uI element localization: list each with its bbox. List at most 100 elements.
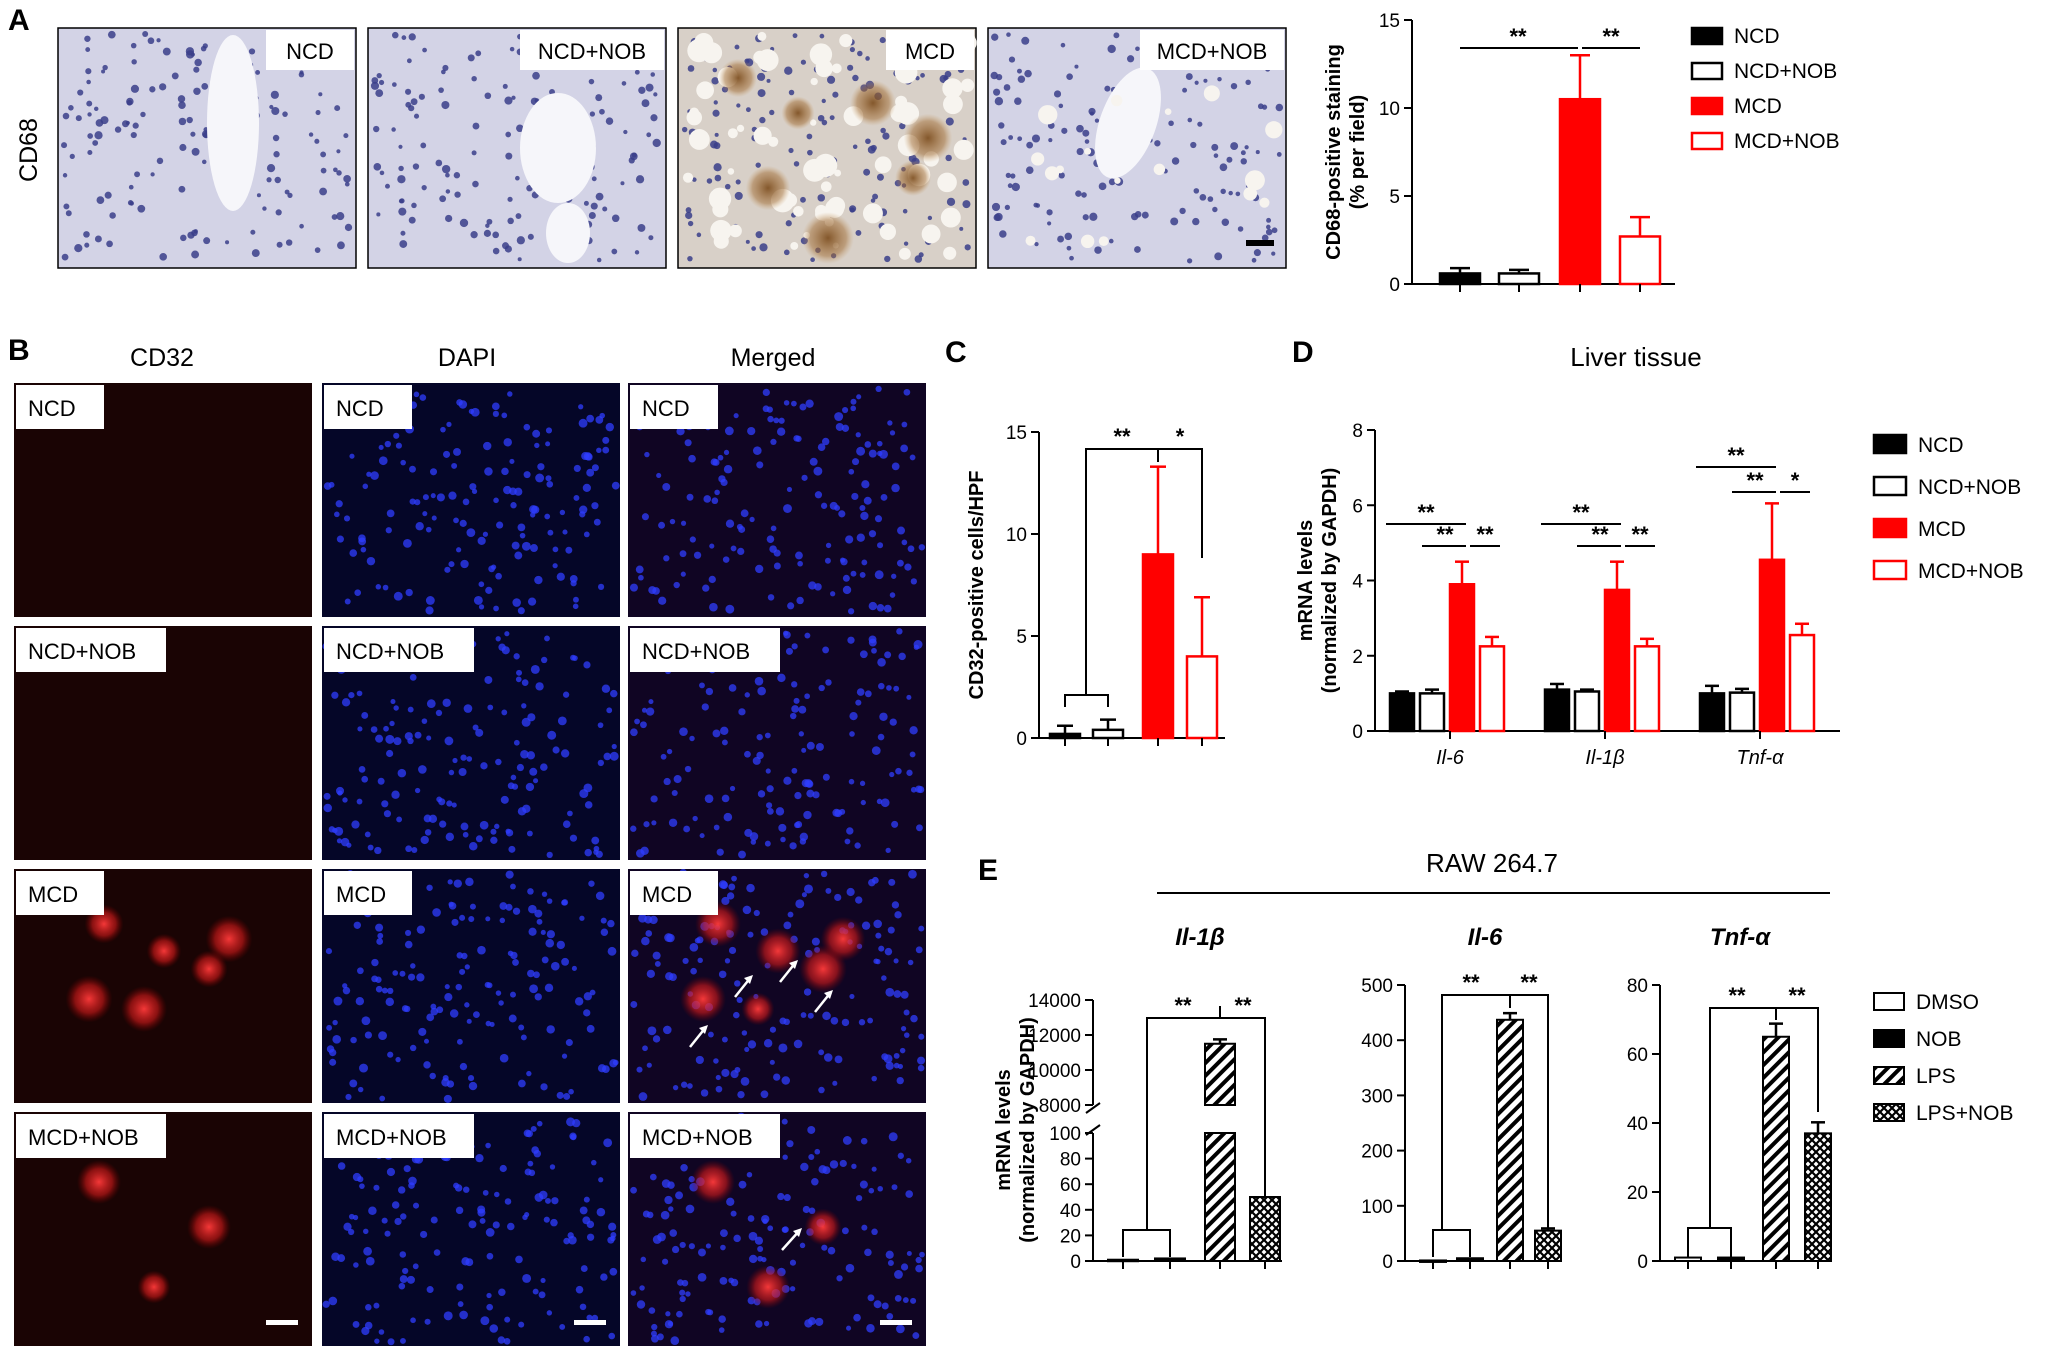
nucleus (832, 91, 839, 98)
bar (1698, 692, 1726, 733)
nucleus (1199, 193, 1207, 201)
nucleus (361, 711, 369, 719)
nucleus (824, 557, 831, 564)
nucleus (466, 756, 473, 762)
nucleus (886, 1312, 894, 1320)
nucleus (511, 95, 516, 100)
nucleus (621, 81, 627, 86)
nucleus (466, 528, 476, 538)
nucleus (520, 749, 529, 759)
nucleus (381, 800, 389, 808)
vacuole (753, 50, 767, 65)
nucleus (513, 653, 520, 660)
nucleus (150, 172, 155, 177)
vacuole (942, 78, 963, 99)
nucleus (77, 89, 84, 96)
nucleus (861, 1224, 868, 1231)
nucleus (505, 870, 514, 879)
vacuole (1203, 85, 1220, 102)
nucleus (352, 1320, 360, 1328)
nucleus (472, 180, 479, 188)
nucleus (386, 509, 395, 518)
nucleus (507, 217, 514, 225)
nucleus (435, 159, 443, 167)
nucleus (535, 473, 545, 483)
nucleus (384, 1230, 391, 1237)
nucleus (1228, 190, 1233, 196)
nucleus (783, 776, 792, 785)
nucleus (1211, 143, 1219, 151)
nucleus (314, 138, 320, 144)
nucleus (341, 698, 351, 707)
nucleus (694, 937, 701, 944)
nucleus (391, 127, 396, 132)
nucleus (1031, 134, 1041, 143)
nucleus (741, 1030, 748, 1036)
nucleus (1141, 211, 1149, 219)
nucleus (344, 598, 351, 605)
y-tick-label: 5 (1016, 627, 1027, 648)
nucleus (424, 829, 432, 836)
nucleus (804, 884, 813, 894)
nucleus (630, 1001, 638, 1008)
legend-item: NOB (1873, 1028, 1962, 1051)
nucleus (499, 1053, 509, 1063)
nucleus (915, 946, 923, 954)
nucleus (591, 1314, 599, 1322)
nucleus (851, 1163, 857, 1169)
nucleus (786, 1140, 794, 1148)
nucleus (919, 1251, 925, 1258)
nucleus (557, 716, 567, 726)
cd68-positive-cluster (895, 160, 931, 196)
nucleus (631, 949, 639, 958)
nucleus (738, 708, 746, 716)
nucleus (673, 775, 682, 784)
nucleus (709, 543, 715, 549)
significance-marker: * (1176, 424, 1185, 449)
bar (1543, 688, 1571, 733)
nucleus (903, 1032, 910, 1038)
nucleus (1081, 192, 1087, 198)
nucleus (832, 808, 841, 817)
nucleus (546, 1025, 555, 1034)
bar (1728, 691, 1756, 733)
nucleus (630, 825, 637, 832)
nucleus (1108, 178, 1116, 186)
bar (1185, 655, 1219, 740)
nucleus (530, 544, 538, 552)
nucleus (426, 1013, 435, 1022)
nucleus (690, 967, 697, 975)
nucleus (867, 1017, 874, 1024)
nucleus (274, 176, 281, 184)
bar (1456, 1257, 1484, 1262)
nucleus (464, 1002, 470, 1008)
nucleus (408, 33, 416, 41)
nucleus (855, 896, 863, 904)
nucleus (680, 571, 686, 577)
nucleus (519, 532, 526, 539)
nucleus (802, 1205, 810, 1214)
nucleus (366, 556, 376, 566)
nucleus (418, 1027, 427, 1036)
nucleus (1171, 157, 1180, 165)
legend-swatch (1690, 26, 1724, 46)
vacuole (803, 158, 827, 182)
nucleus (275, 209, 282, 216)
nucleus (1266, 217, 1272, 223)
nucleus (337, 1162, 346, 1170)
nucleus (663, 1025, 672, 1035)
nucleus (179, 143, 187, 152)
nucleus (333, 996, 343, 1006)
vacuole (1244, 170, 1265, 191)
nucleus (893, 1062, 900, 1069)
nucleus (353, 1262, 359, 1268)
cd68-positive-cluster (850, 80, 896, 126)
nucleus (664, 933, 673, 942)
nucleus (634, 718, 640, 725)
nucleus (685, 1291, 691, 1297)
nucleus (876, 604, 885, 612)
nucleus (331, 1252, 340, 1262)
nucleus (761, 1214, 770, 1224)
nucleus (584, 848, 592, 857)
